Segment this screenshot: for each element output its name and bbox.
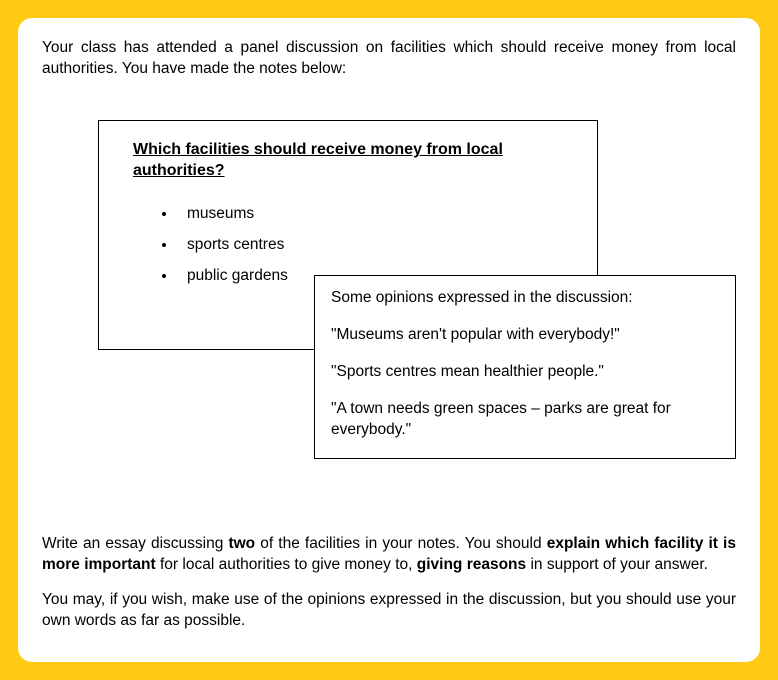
text-run-bold: giving reasons	[417, 556, 526, 573]
opinions-lead: Some opinions expressed in the discussio…	[331, 288, 721, 309]
list-item: museums	[177, 204, 573, 225]
task-instructions: Write an essay discussing two of the fac…	[42, 534, 736, 632]
opinion-quote: "Museums aren't popular with everybody!"	[331, 325, 721, 346]
opinions-box: Some opinions expressed in the discussio…	[314, 275, 736, 460]
text-run: of the facilities in your notes. You sho…	[255, 535, 547, 552]
essay-prompt-card: Your class has attended a panel discussi…	[18, 18, 760, 662]
opinion-quote: "A town needs green spaces – parks are g…	[331, 399, 721, 441]
intro-paragraph: Your class has attended a panel discussi…	[42, 38, 736, 80]
task-paragraph-1: Write an essay discussing two of the fac…	[42, 534, 736, 576]
list-item: sports centres	[177, 235, 573, 256]
text-run-bold: two	[228, 535, 255, 552]
opinion-quote: "Sports centres mean healthier people."	[331, 362, 721, 383]
notes-heading: Which facilities should receive money fr…	[133, 139, 573, 182]
text-run: Write an essay discussing	[42, 535, 228, 552]
text-run: in support of your answer.	[526, 556, 708, 573]
notes-diagram: Which facilities should receive money fr…	[42, 120, 736, 480]
task-paragraph-2: You may, if you wish, make use of the op…	[42, 590, 736, 632]
text-run: for local authorities to give money to,	[156, 556, 417, 573]
